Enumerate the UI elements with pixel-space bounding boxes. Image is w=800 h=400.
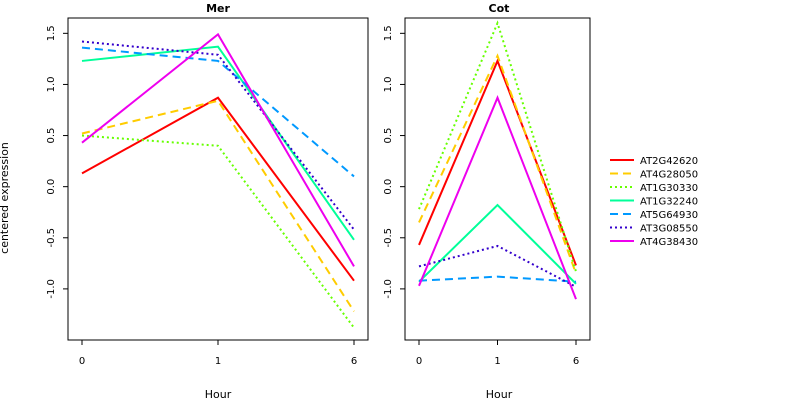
panel-title: Cot [489,2,510,15]
legend-label: AT4G38430 [640,237,698,248]
x-axis-label: Hour [486,388,513,400]
series-line-at1g30330 [81,134,355,329]
series-line-at2g42620 [81,96,355,282]
y-tick-label: 0.0 [383,179,394,195]
x-axis-label: Hour [205,388,232,400]
x-tick-label: 0 [79,356,85,367]
series-line-at1g32240 [418,203,577,285]
legend-label: AT4G28050 [640,170,698,181]
legend: AT2G42620 AT4G28050 AT1G30330 AT1G32240 AT5G… [610,156,698,248]
x-tick-label: 1 [494,356,500,367]
y-tick-label: -1.0 [46,279,57,299]
series-line-at4g38430 [81,32,355,267]
series-line-at3g08550 [81,40,355,231]
y-tick-label: 1.5 [46,25,57,41]
series-line-at5g64930 [81,46,355,178]
series-line-at1g32240 [81,45,355,241]
panel-title: Mer [206,2,230,15]
x-tick-label: 6 [573,356,579,367]
x-tick-label: 6 [351,356,357,367]
legend-label: AT5G64930 [640,210,698,221]
x-tick-label: 1 [215,356,221,367]
y-tick-label: -0.5 [46,228,57,248]
series-line-at1g30330 [418,20,577,272]
series-line-at4g28050 [81,99,355,312]
panel-mer: Mer Hour -1.0 -0.5 0.0 0.5 1.0 1.5 0 1 6 [46,2,369,400]
y-tick-label: 0.5 [46,128,57,144]
legend-label: AT1G32240 [640,197,698,208]
legend-label: AT3G08550 [640,224,698,235]
y-tick-label: -1.0 [383,279,394,299]
legend-label: AT1G30330 [640,183,698,194]
y-tick-label: 1.0 [383,76,394,92]
panel-cot: Cot Hour -1.0 -0.5 0.0 0.5 1.0 1.5 0 1 6 [383,2,591,400]
plot-frame [404,17,591,341]
y-tick-label: -0.5 [383,228,394,248]
series-line-at5g64930 [418,275,577,283]
y-tick-label: 0.0 [46,179,57,195]
y-tick-label: 1.0 [46,76,57,92]
x-tick-label: 0 [416,356,422,367]
y-tick-label: 1.5 [383,25,394,41]
y-axis-label: centered expression [0,142,11,254]
series-line-at3g08550 [418,244,577,288]
series-line-at4g28050 [418,53,577,274]
legend-label: AT2G42620 [640,156,698,167]
series-line-at2g42620 [418,58,577,266]
y-tick-label: 0.5 [383,128,394,144]
plot-frame [67,17,369,341]
series-line-at4g38430 [418,95,577,300]
